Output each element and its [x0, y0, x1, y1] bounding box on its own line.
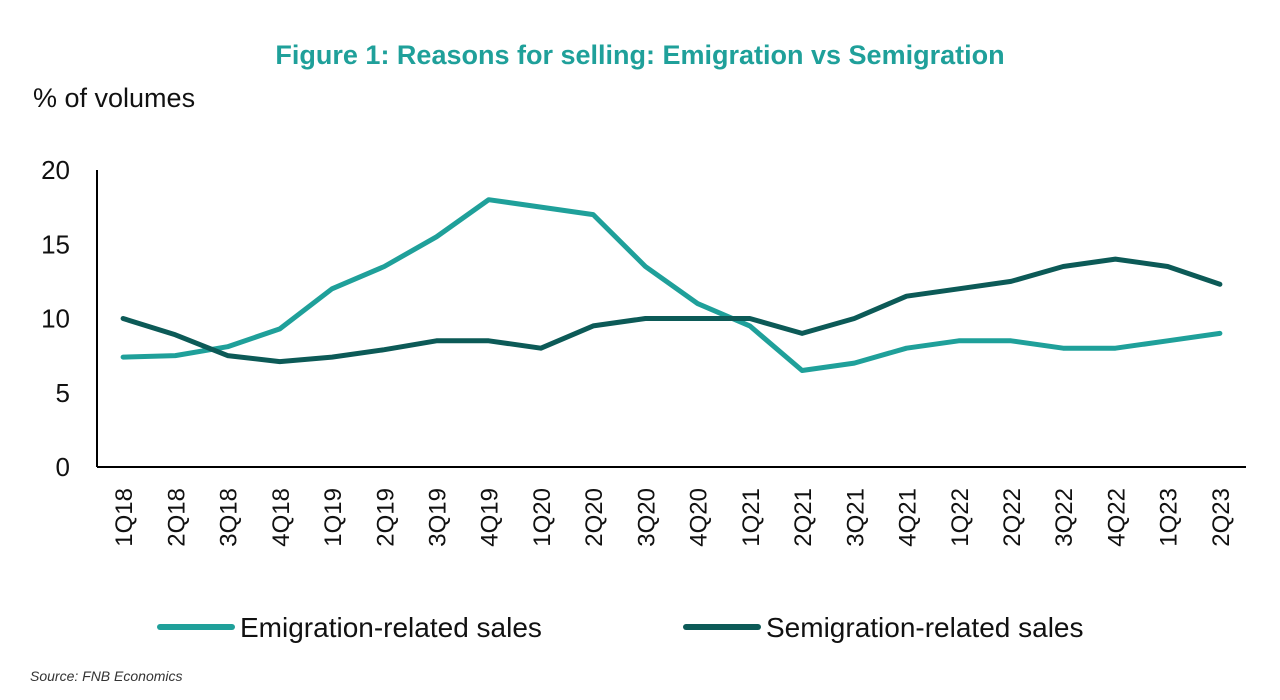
y-tick-label: 0 — [56, 452, 70, 482]
y-tick-label: 15 — [41, 229, 70, 259]
source-note: Source: FNB Economics — [30, 668, 183, 684]
x-tick-label: 3Q19 — [424, 488, 451, 547]
x-tick-label: 1Q19 — [320, 488, 347, 547]
x-tick-label: 2Q23 — [1208, 488, 1235, 547]
x-tick-label: 1Q18 — [111, 488, 138, 547]
x-tick-label: 1Q23 — [1156, 488, 1183, 547]
x-tick-label: 4Q22 — [1103, 488, 1130, 547]
x-tick-label: 4Q20 — [686, 488, 713, 547]
legend: Emigration-related sales Semigration-rela… — [157, 612, 1084, 643]
x-tick-label: 2Q18 — [163, 488, 190, 547]
x-tick-label: 2Q22 — [999, 488, 1026, 547]
series-lines — [120, 197, 1223, 373]
x-tick-label: 1Q22 — [947, 488, 974, 547]
legend-label-1: Emigration-related sales — [240, 612, 542, 643]
y-tick-label: 20 — [41, 155, 70, 185]
x-tick-label: 1Q21 — [738, 488, 765, 547]
x-tick-label: 4Q19 — [477, 488, 504, 547]
x-tick-label: 4Q21 — [895, 488, 922, 547]
x-tick-label: 2Q20 — [581, 488, 608, 547]
series-line-1 — [120, 197, 1223, 373]
y-tick-label: 10 — [41, 304, 70, 334]
x-tick-label: 3Q21 — [842, 488, 869, 547]
x-tick-label: 1Q20 — [529, 488, 556, 547]
series-line-2 — [120, 256, 1223, 365]
axes — [96, 170, 1246, 468]
x-tick-label: 4Q18 — [268, 488, 295, 547]
y-tick-label: 5 — [56, 378, 70, 408]
chart-title: Figure 1: Reasons for selling: Emigratio… — [275, 40, 1005, 70]
legend-label-2: Semigration-related sales — [766, 612, 1084, 643]
y-axis-label: % of volumes — [33, 83, 196, 113]
x-tick-label: 2Q21 — [790, 488, 817, 547]
ticks: 0 5 10 15 20 1Q18 2Q18 3Q18 4Q18 1Q19 2Q19 3Q19 4Q19… — [41, 155, 1235, 547]
x-tick-label: 3Q20 — [633, 488, 660, 547]
x-tick-label: 2Q19 — [372, 488, 399, 547]
x-tick-label: 3Q18 — [216, 488, 243, 547]
x-tick-label: 3Q22 — [1051, 488, 1078, 547]
